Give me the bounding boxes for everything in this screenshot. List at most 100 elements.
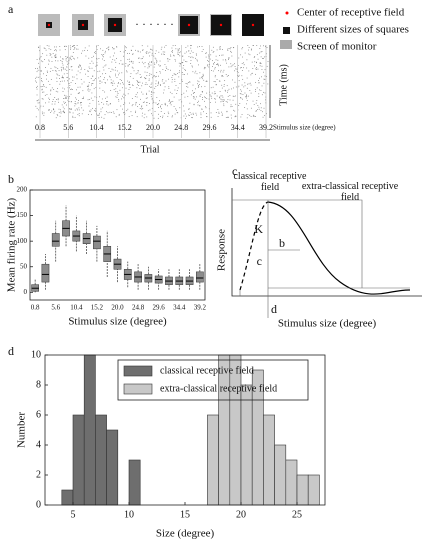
raster-dot — [144, 78, 146, 80]
raster-dot — [216, 95, 218, 97]
raster-dot — [257, 109, 259, 110]
raster-dot — [80, 78, 82, 80]
raster-dot — [228, 66, 230, 68]
raster-dot — [266, 76, 267, 77]
raster-dot — [115, 61, 117, 63]
raster-dot — [142, 56, 144, 58]
raster-dot — [48, 97, 50, 99]
raster-dot — [36, 87, 37, 88]
raster-dot — [183, 110, 185, 112]
raster-dot — [142, 102, 144, 103]
raster-dot — [87, 113, 89, 115]
raster-dot — [111, 82, 113, 84]
raster-dot — [177, 73, 178, 74]
raster-dot — [164, 64, 166, 65]
raster-dot — [179, 55, 181, 57]
raster-dot — [214, 91, 216, 93]
raster-dot — [261, 65, 263, 67]
raster-dot — [179, 48, 180, 50]
raster-dot — [191, 56, 193, 58]
raster-dot — [186, 61, 188, 63]
raster-dot — [121, 98, 122, 100]
raster-dot — [45, 86, 47, 88]
raster-dot — [202, 75, 204, 76]
raster-dot — [264, 79, 266, 80]
raster-dot — [132, 104, 134, 105]
raster-dot — [110, 71, 112, 72]
raster-dot — [189, 56, 191, 58]
raster-dot — [66, 97, 68, 99]
raster-dot — [238, 80, 240, 82]
x-tick-label: 15.2 — [91, 304, 104, 312]
raster-dot — [215, 84, 217, 86]
raster-dot — [57, 99, 59, 101]
raster-dot — [199, 77, 201, 79]
raster-dot — [224, 89, 226, 91]
raster-dot — [50, 89, 52, 91]
raster-dot — [229, 48, 231, 50]
raster-dot — [117, 91, 119, 93]
raster-dot — [219, 48, 221, 50]
raster-dot — [156, 97, 158, 98]
raster-dot — [88, 45, 90, 47]
raster-dot — [243, 64, 245, 66]
raster-dot — [187, 96, 189, 98]
raster-dot — [57, 68, 59, 70]
raster-dot — [258, 82, 260, 83]
raster-dot — [147, 67, 149, 69]
raster-dot — [146, 51, 148, 52]
raster-dot — [208, 54, 209, 56]
histogram-bar — [229, 354, 242, 506]
raster-dot — [175, 85, 177, 86]
raster-dot — [59, 49, 61, 51]
raster-dot — [98, 114, 100, 116]
raster-dot — [109, 56, 111, 58]
raster-dot — [222, 54, 224, 56]
raster-dot — [263, 82, 265, 84]
raster-dot — [118, 113, 120, 115]
raster-dot — [79, 65, 81, 67]
raster-dot — [180, 51, 182, 53]
raster-dot — [144, 66, 146, 68]
raster-dot — [61, 68, 63, 70]
raster-dot — [178, 49, 180, 51]
raster-dot — [53, 112, 55, 114]
raster-dot — [195, 53, 197, 55]
raster-dot — [40, 86, 42, 88]
raster-dot — [225, 117, 227, 118]
raster-dot — [113, 89, 115, 90]
raster-dot — [63, 98, 64, 99]
raster-dot — [241, 114, 243, 116]
raster-dot — [124, 102, 125, 104]
raster-dot — [161, 53, 162, 55]
raster-dot — [248, 53, 250, 55]
raster-dot — [99, 96, 100, 98]
raster-dot — [148, 79, 150, 81]
raster-dot — [228, 57, 230, 58]
raster-dot — [250, 107, 252, 109]
raster-dot — [69, 69, 71, 70]
raster-dot — [88, 66, 90, 68]
raster-dot — [199, 105, 201, 106]
raster-dot — [151, 61, 153, 63]
raster-dot — [222, 75, 223, 76]
raster-dot — [145, 97, 147, 99]
raster-dot — [87, 76, 89, 77]
raster-dot — [255, 73, 256, 75]
raster-dot — [222, 76, 224, 77]
raster-dot — [158, 75, 159, 77]
raster-dot — [57, 98, 59, 100]
raster-dot — [202, 73, 204, 75]
raster-dot — [172, 51, 173, 53]
histogram-bar — [218, 354, 231, 506]
raster-dot — [190, 62, 192, 64]
raster-dot — [54, 70, 56, 72]
legend-label: Center of receptive field — [297, 7, 405, 19]
raster-dot — [130, 61, 132, 63]
guide-line — [268, 199, 363, 288]
raster-dot — [83, 96, 84, 98]
histogram-bar — [240, 384, 253, 506]
raster-dot — [64, 88, 65, 90]
raster-dot — [230, 66, 232, 68]
raster-dot — [51, 103, 53, 105]
